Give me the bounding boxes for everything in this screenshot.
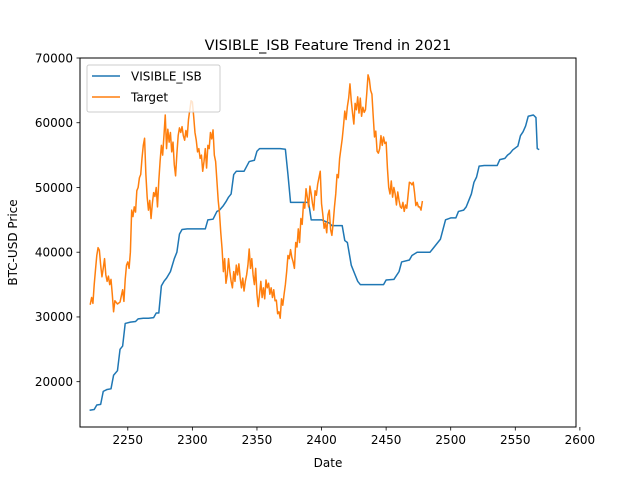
x-tick-label: 2350 [242, 433, 273, 447]
y-tick-label: 20000 [35, 375, 73, 389]
series-line-1 [89, 114, 540, 412]
x-tick-label: 2400 [306, 433, 337, 447]
y-tick-label: 50000 [35, 181, 73, 195]
legend-label-1: VISIBLE_ISB [131, 69, 202, 83]
x-tick-label: 2500 [435, 433, 466, 447]
legend-label-2: Target [130, 90, 168, 104]
y-tick-label: 60000 [35, 116, 73, 130]
y-tick-label: 30000 [35, 310, 73, 324]
legend-box [86, 64, 221, 113]
x-tick-label: 2450 [371, 433, 402, 447]
x-tick-label: 2550 [500, 433, 531, 447]
axes-frame [79, 57, 577, 428]
x-tick-label: 2300 [177, 433, 208, 447]
chart-title: VISIBLE_ISB Feature Trend in 2021 [205, 38, 452, 54]
x-axis-title: Date [314, 456, 343, 470]
y-axis: 20000 30000 40000 50000 60000 70000 [35, 51, 80, 389]
legend: VISIBLE_ISB Target [86, 64, 221, 113]
x-tick-label: 2250 [113, 433, 144, 447]
series-layer [89, 74, 540, 412]
x-axis: 2250 2300 2350 2400 2450 2500 2550 2600 [113, 427, 596, 447]
y-tick-label: 40000 [35, 246, 73, 260]
plot-area [79, 57, 577, 428]
series-line-2 [89, 74, 424, 319]
y-axis-title: BTC-USD Price [6, 199, 20, 285]
x-tick-label: 2600 [565, 433, 596, 447]
y-tick-label: 70000 [35, 51, 73, 65]
